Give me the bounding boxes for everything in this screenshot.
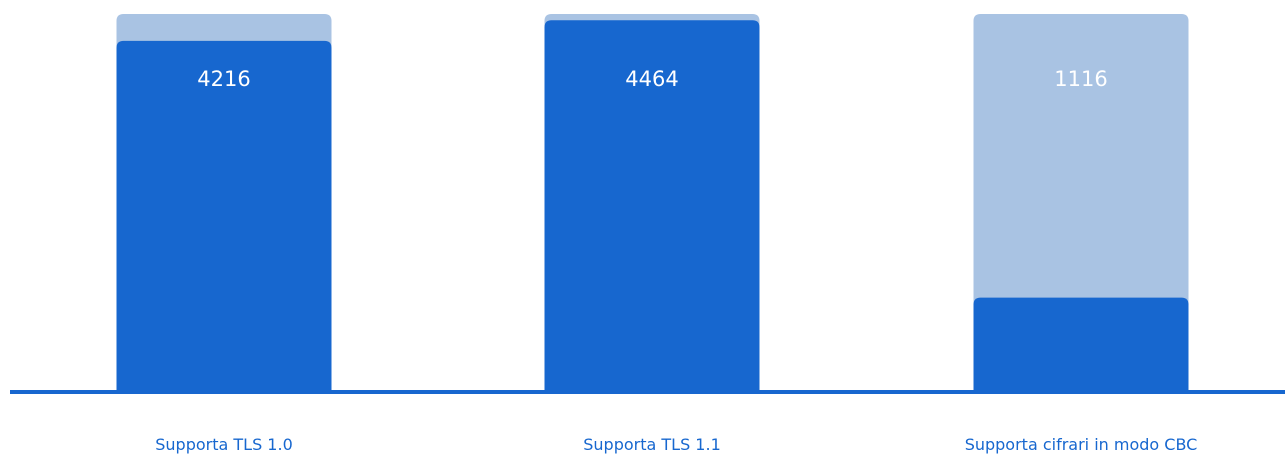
bar [116,40,332,390]
category-label: Supporta cifrari in modo CBC [965,435,1198,454]
category-label: Supporta TLS 1.0 [155,435,293,454]
bar-background [973,14,1189,390]
x-axis-baseline [10,390,1285,394]
data-label: 4216 [197,67,250,91]
category-label: Supporta TLS 1.1 [583,435,721,454]
bar [544,20,760,390]
data-label: 1116 [1054,67,1107,91]
data-label: 4464 [625,67,678,91]
bar [973,297,1189,390]
